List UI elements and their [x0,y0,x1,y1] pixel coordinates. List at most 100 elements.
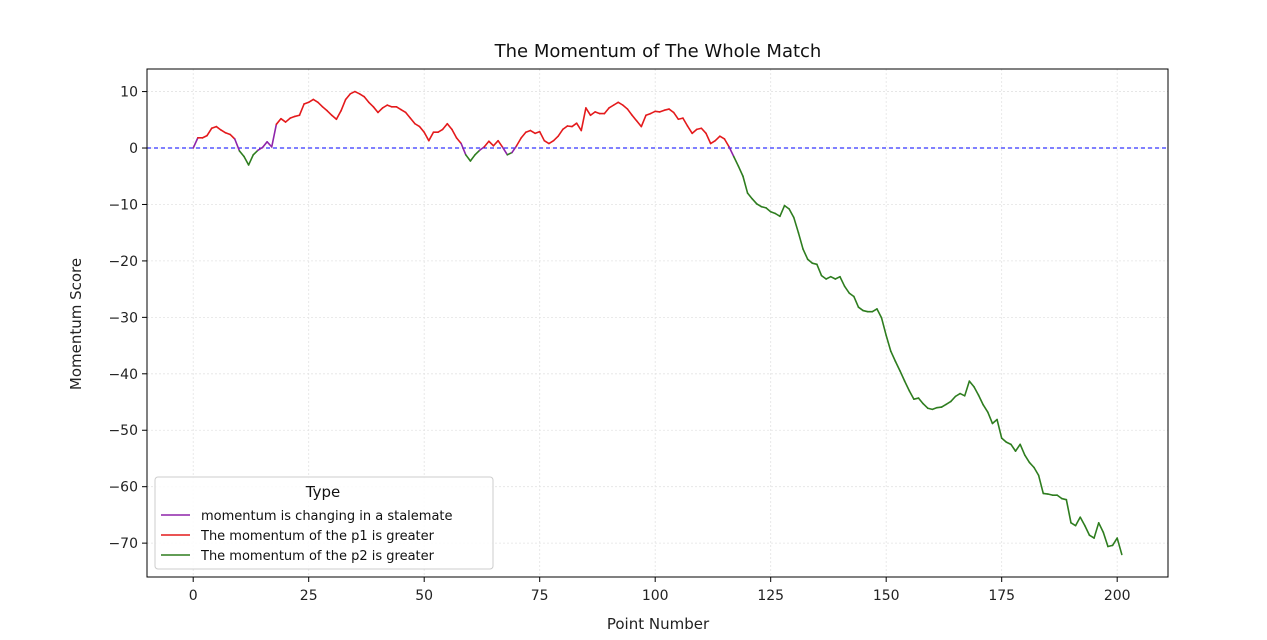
series-segment [215,125,222,131]
series-segment [561,125,569,131]
series-segment [441,122,449,131]
series-segment [1056,494,1063,500]
series-segment [839,275,846,288]
series-segment [682,117,689,127]
series-segment [672,111,680,121]
series-segment [428,131,435,142]
series-segment [779,204,786,218]
y-axis-ticks: 10 0 −10 −20 −30 −40 −50 −60 −70 [108,85,147,552]
series-segment [340,98,347,112]
chart-title: The Momentum of The Whole Match [494,41,822,62]
series-segment [455,137,462,145]
series-segment [460,142,467,156]
series-segment [742,175,749,194]
series-segment [1065,498,1072,524]
series-segment [367,101,375,108]
series-segment [857,306,864,312]
series-segment [238,150,245,158]
series-segment [243,155,250,166]
series-segment [622,104,629,110]
series-segment [631,114,638,122]
series-segment [229,133,236,140]
series-segment [645,112,652,117]
series-segment [543,139,550,145]
series-segment [515,137,523,147]
series-segment [668,108,675,114]
series-segment [483,140,490,148]
legend: Type momentum is changing in a stalemate… [154,476,494,570]
y-tick-label: −50 [108,423,138,439]
series-segment [270,123,278,148]
series-segment [506,151,513,156]
series-segment [437,128,444,134]
series-segment [991,418,998,425]
y-tick-label: −10 [108,197,138,213]
series-segment [959,392,966,397]
legend-entry-label: momentum is changing in a stalemate [201,509,453,524]
series-segment [377,107,384,114]
series-segment [714,135,721,142]
series-segment [686,125,693,135]
series-segment [594,111,601,115]
legend-title: Type [305,483,340,501]
series-segment [825,275,832,280]
series-segment [534,130,541,135]
series-segment [303,101,310,105]
series-segment [996,418,1003,439]
series-segment [210,125,218,130]
series-segment [797,231,804,250]
y-tick-label: −70 [108,536,138,552]
series-segment [1093,522,1100,539]
series-segment [626,108,633,117]
series-segment [363,95,370,104]
series-segment [802,248,809,261]
series-segment [973,385,980,397]
series-segment [1010,443,1017,452]
series-segment [478,146,486,152]
series-segment [608,104,615,109]
series-segment [876,308,883,319]
series-segment [987,411,994,425]
legend-box [154,476,494,570]
y-tick-label: −30 [108,310,138,326]
series-segment [982,404,989,413]
series-segment [330,114,338,121]
series-segment [423,131,430,142]
series-segment [917,397,924,405]
series-segment [280,117,287,123]
series-segment [700,127,707,135]
x-tick-label: 100 [642,588,669,604]
legend-entry-label: The momentum of the p2 is greater [200,549,435,564]
series-segment [284,117,292,123]
series-segment [298,103,305,117]
series-segment [719,135,726,140]
series-segment [446,122,453,131]
series-segment [931,406,938,411]
series-segment [414,122,421,128]
series-segment [940,403,948,408]
series-segment [820,274,827,280]
series-segment [649,110,656,115]
series-segment [1037,474,1045,495]
series-segment [589,111,596,117]
series-segment [691,128,698,135]
series-segment [580,107,587,132]
series-segment [792,216,800,234]
series-segment [409,117,416,125]
series-segment [774,212,781,218]
series-segment [575,122,583,132]
series-segment [585,107,592,117]
momentum-series [192,90,1123,556]
x-tick-label: 0 [189,588,198,604]
series-segment [1074,516,1082,527]
series-segment [321,106,328,112]
series-segment [525,129,532,134]
y-tick-label: −40 [108,367,138,383]
series-segment [899,370,906,382]
series-segment [497,139,504,149]
series-segment [709,139,717,145]
series-segment [451,128,458,139]
series-segment [312,98,319,104]
series-segment [890,350,897,363]
series-segment [395,106,402,111]
